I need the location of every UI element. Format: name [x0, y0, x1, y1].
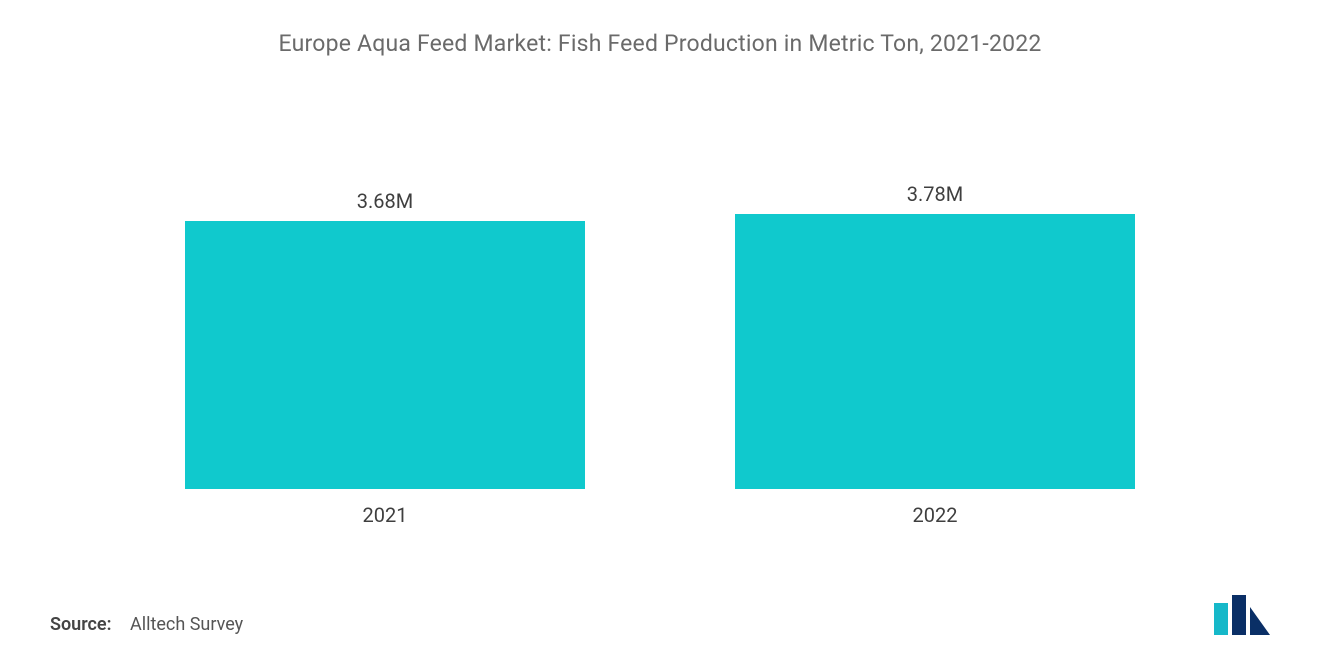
source-attribution: Source: Alltech Survey	[50, 614, 243, 635]
bar-category-label: 2022	[913, 503, 958, 527]
bar	[735, 214, 1135, 489]
chart-container: Europe Aqua Feed Market: Fish Feed Produ…	[0, 0, 1320, 665]
bar-group: 3.68M 2021	[185, 189, 585, 527]
source-value: Alltech Survey	[130, 614, 243, 635]
bar-value-label: 3.78M	[907, 182, 963, 206]
footer: Source: Alltech Survey	[50, 595, 1270, 635]
bar-value-label: 3.68M	[357, 189, 413, 213]
bar	[185, 221, 585, 489]
plot-area: 3.68M 2021 3.78M 2022	[138, 167, 1182, 527]
chart-title: Europe Aqua Feed Market: Fish Feed Produ…	[48, 30, 1272, 57]
source-label: Source:	[50, 614, 112, 635]
bar-category-label: 2021	[363, 503, 408, 527]
mordor-logo-icon	[1214, 595, 1270, 635]
bar-group: 3.78M 2022	[735, 182, 1135, 527]
